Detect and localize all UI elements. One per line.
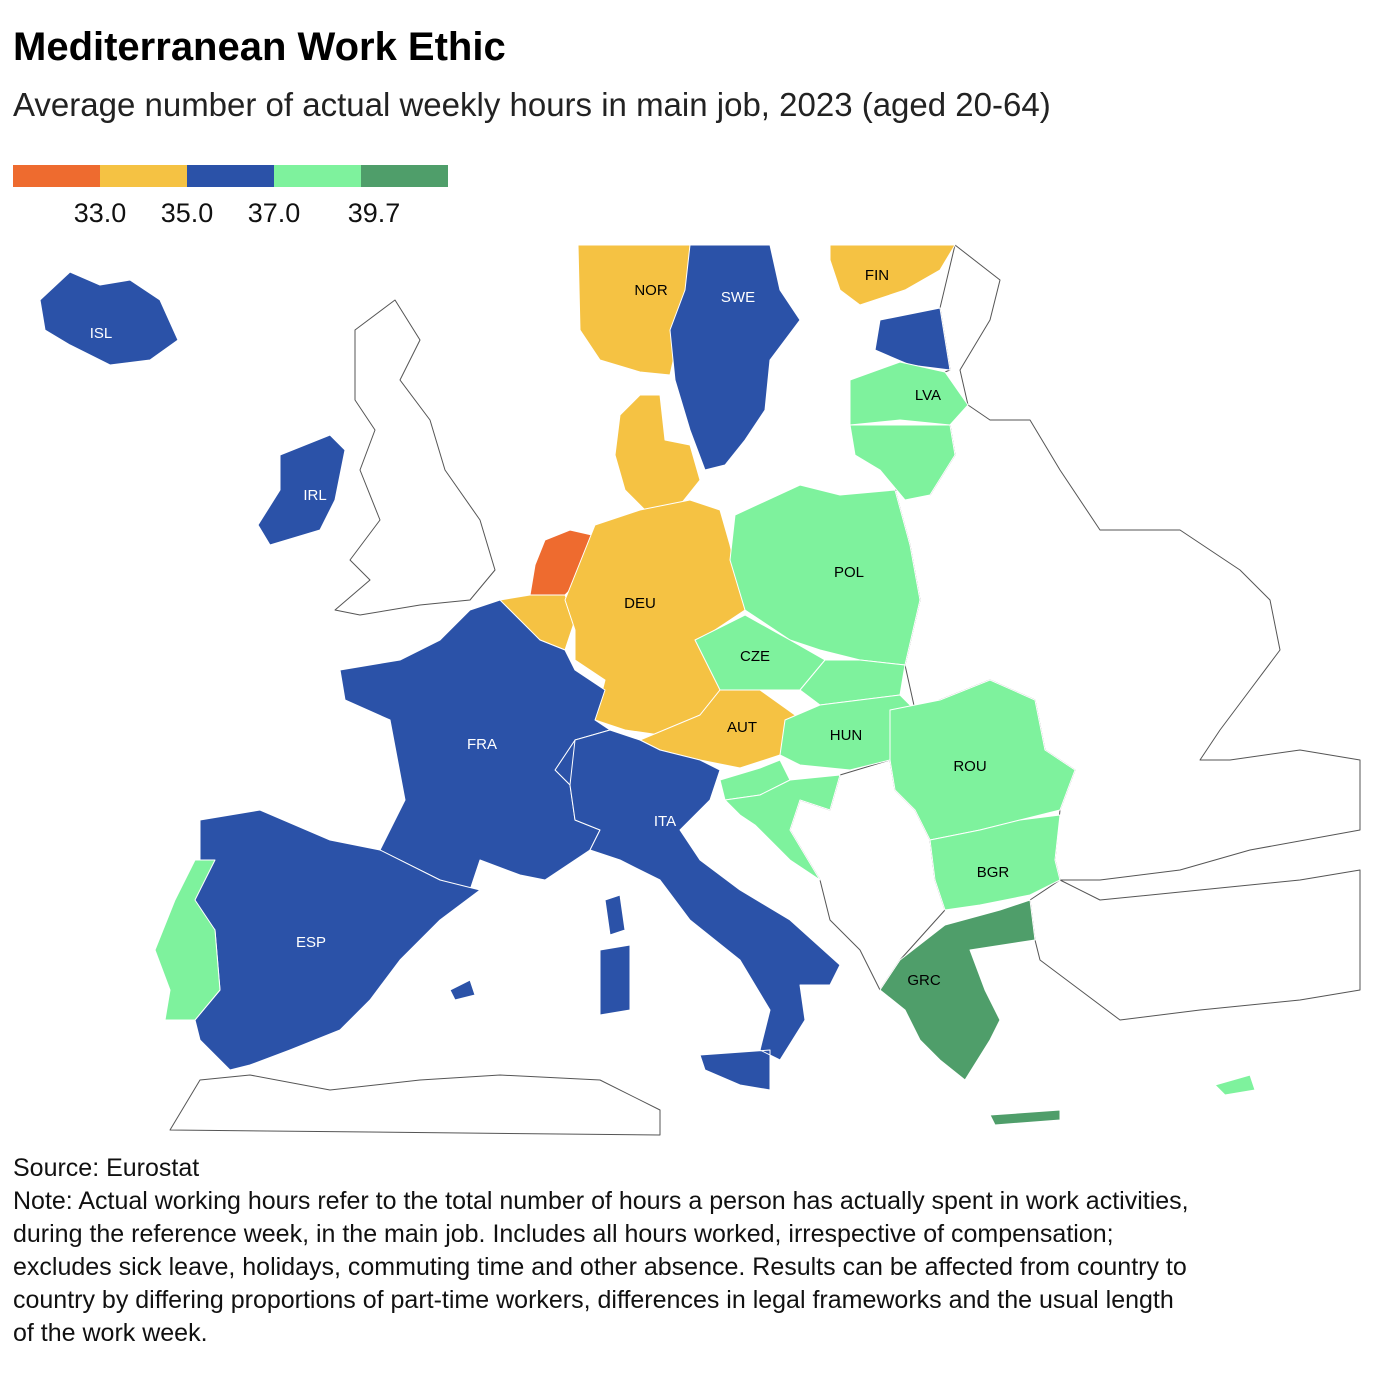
legend-label: 35.0 xyxy=(161,198,214,228)
africa-outline xyxy=(169,1074,661,1136)
country-shape xyxy=(879,899,1061,1126)
country-label: ITA xyxy=(654,813,676,830)
country-shape xyxy=(849,424,956,501)
subtitle: Average number of actual weekly hours in… xyxy=(13,86,1051,123)
source: Source: Eurostat xyxy=(13,1154,199,1182)
country-shape xyxy=(669,244,801,471)
legend-swatch xyxy=(361,165,448,187)
uk-outline xyxy=(334,299,496,616)
legend-swatch xyxy=(13,165,100,187)
legend-label: 37.0 xyxy=(248,198,301,228)
map: ISL NOR SWE FIN LVA IRL DEU POL CZE AUT … xyxy=(39,244,1361,1136)
legend-label: 33.0 xyxy=(74,198,127,228)
country-label: AUT xyxy=(727,719,757,736)
legend: 33.0 35.0 37.0 39.7 xyxy=(13,165,448,228)
country-label: FIN xyxy=(865,267,889,284)
country-label: IRL xyxy=(303,487,326,504)
country-shape xyxy=(724,774,841,881)
country-shape xyxy=(257,434,346,546)
country-shape xyxy=(829,244,956,306)
country-label: FRA xyxy=(467,736,497,753)
legend-swatch xyxy=(187,165,274,187)
note-line: Note: Actual working hours refer to the … xyxy=(13,1187,1189,1215)
country-shape xyxy=(614,394,701,511)
country-shape xyxy=(39,271,179,366)
country-label: NOR xyxy=(634,282,668,299)
country-shape xyxy=(849,361,969,426)
note-line: during the reference week, in the main j… xyxy=(13,1220,1114,1248)
country-label: POL xyxy=(834,564,864,581)
country-label: BGR xyxy=(977,864,1010,881)
country-label: CZE xyxy=(740,648,770,665)
country-shape xyxy=(929,814,1061,911)
country-label: DEU xyxy=(624,595,656,612)
country-label: ISL xyxy=(90,325,113,342)
country-label: GRC xyxy=(907,972,941,989)
country-shape xyxy=(569,729,841,1091)
note-line: country by differing proportions of part… xyxy=(13,1286,1174,1314)
country-label: SWE xyxy=(721,289,755,306)
country-label: ESP xyxy=(296,934,326,951)
legend-label: 39.7 xyxy=(348,198,401,228)
turkey-outline xyxy=(1029,869,1361,1021)
legend-swatch xyxy=(100,165,187,187)
title: Mediterranean Work Ethic xyxy=(13,25,506,69)
note-line: excludes sick leave, holidays, commuting… xyxy=(13,1253,1187,1281)
country-shape xyxy=(154,859,221,1021)
country-shape xyxy=(874,307,951,371)
country-label: LVA xyxy=(915,387,941,404)
country-shape xyxy=(889,679,1076,841)
country-label: HUN xyxy=(830,727,863,744)
note-line: of the work week. xyxy=(13,1319,208,1347)
country-shape xyxy=(1214,1074,1256,1096)
country-label: ROU xyxy=(953,758,986,775)
legend-swatch xyxy=(274,165,361,187)
